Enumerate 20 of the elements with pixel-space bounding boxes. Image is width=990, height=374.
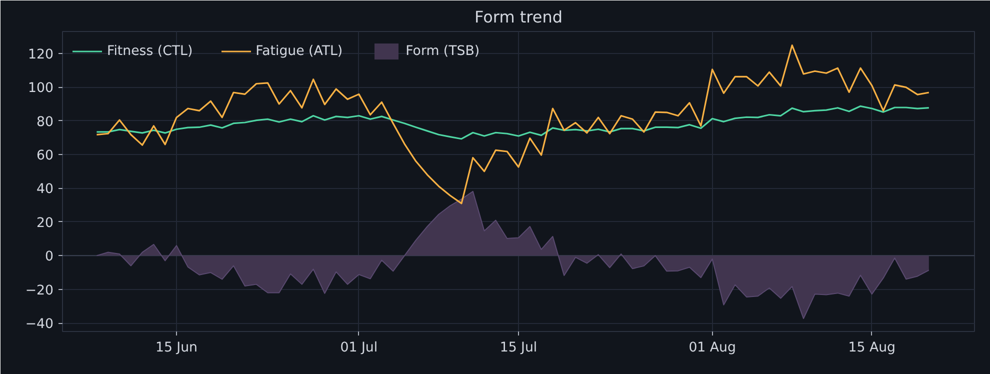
y-tick-label: 100 bbox=[28, 81, 54, 96]
line-series bbox=[96, 105, 930, 140]
legend-label: Form (TSB) bbox=[406, 44, 480, 58]
y-tick-label: −40 bbox=[25, 317, 54, 332]
line-series bbox=[96, 44, 930, 204]
legend-label: Fatigue (ATL) bbox=[256, 44, 343, 58]
x-tick-label: 01 Jul bbox=[340, 340, 378, 356]
x-tick-label: 01 Aug bbox=[688, 340, 736, 356]
x-tick-label: 15 Jul bbox=[500, 340, 538, 356]
y-tick-label: 60 bbox=[36, 148, 54, 164]
chart-title: Form trend bbox=[474, 8, 563, 26]
x-tick-label: 15 Jun bbox=[155, 340, 198, 356]
y-tick-label: −20 bbox=[25, 283, 54, 298]
x-tick-label: 15 Aug bbox=[848, 340, 896, 356]
y-tick-label: 0 bbox=[45, 250, 54, 265]
y-tick-label: 40 bbox=[36, 182, 54, 198]
y-tick-label: 80 bbox=[36, 114, 54, 130]
legend-label: Fitness (CTL) bbox=[107, 44, 193, 58]
y-tick-label: 120 bbox=[28, 47, 54, 62]
y-tick-label: 20 bbox=[36, 216, 54, 231]
